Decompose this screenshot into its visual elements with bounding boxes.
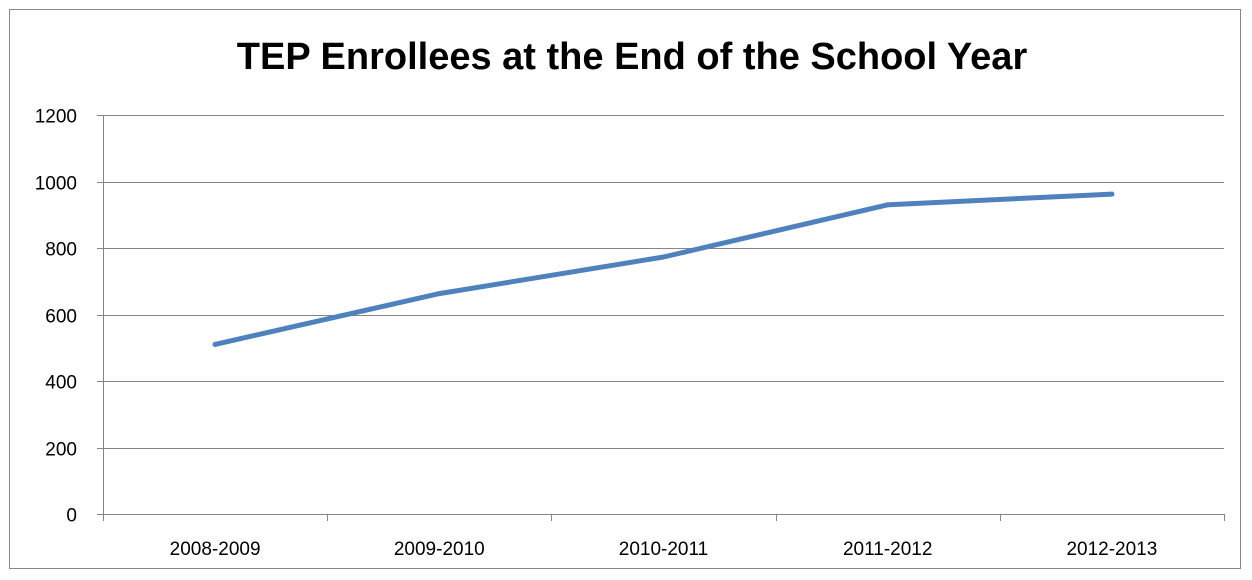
y-tick-label: 1000 xyxy=(35,174,77,195)
x-tick-label: 2011-2012 xyxy=(843,539,932,560)
data-point xyxy=(1109,191,1115,197)
data-point xyxy=(661,254,666,260)
series-line-0 xyxy=(212,191,1115,347)
data-point xyxy=(212,341,218,347)
gridlines xyxy=(97,115,1224,449)
chart-frame xyxy=(9,9,1241,569)
series-layer xyxy=(212,191,1115,347)
x-axis-tick-labels: 2008-2009 2009-2010 2010-2011 2011-2012 2012… xyxy=(170,539,1158,560)
x-tick-label: 2012-2013 xyxy=(1066,539,1157,560)
y-tick-label: 800 xyxy=(45,240,77,261)
data-point xyxy=(885,202,891,208)
y-tick-label: 0 xyxy=(66,506,77,527)
data-point xyxy=(436,291,442,297)
y-tick-label: 600 xyxy=(45,307,77,328)
chart-title: TEP Enrollees at the End of the School Y… xyxy=(237,36,1028,78)
y-tick-label: 200 xyxy=(45,440,77,461)
y-tick-label: 400 xyxy=(45,373,77,394)
y-axis-tick-labels: 0 200 400 600 800 1000 1200 xyxy=(35,107,77,527)
x-tick-label: 2010-2011 xyxy=(619,539,708,560)
x-tick-label: 2009-2010 xyxy=(394,539,485,560)
axes xyxy=(97,115,1225,521)
x-tick-label: 2008-2009 xyxy=(170,539,261,560)
y-tick-label: 1200 xyxy=(35,107,77,128)
